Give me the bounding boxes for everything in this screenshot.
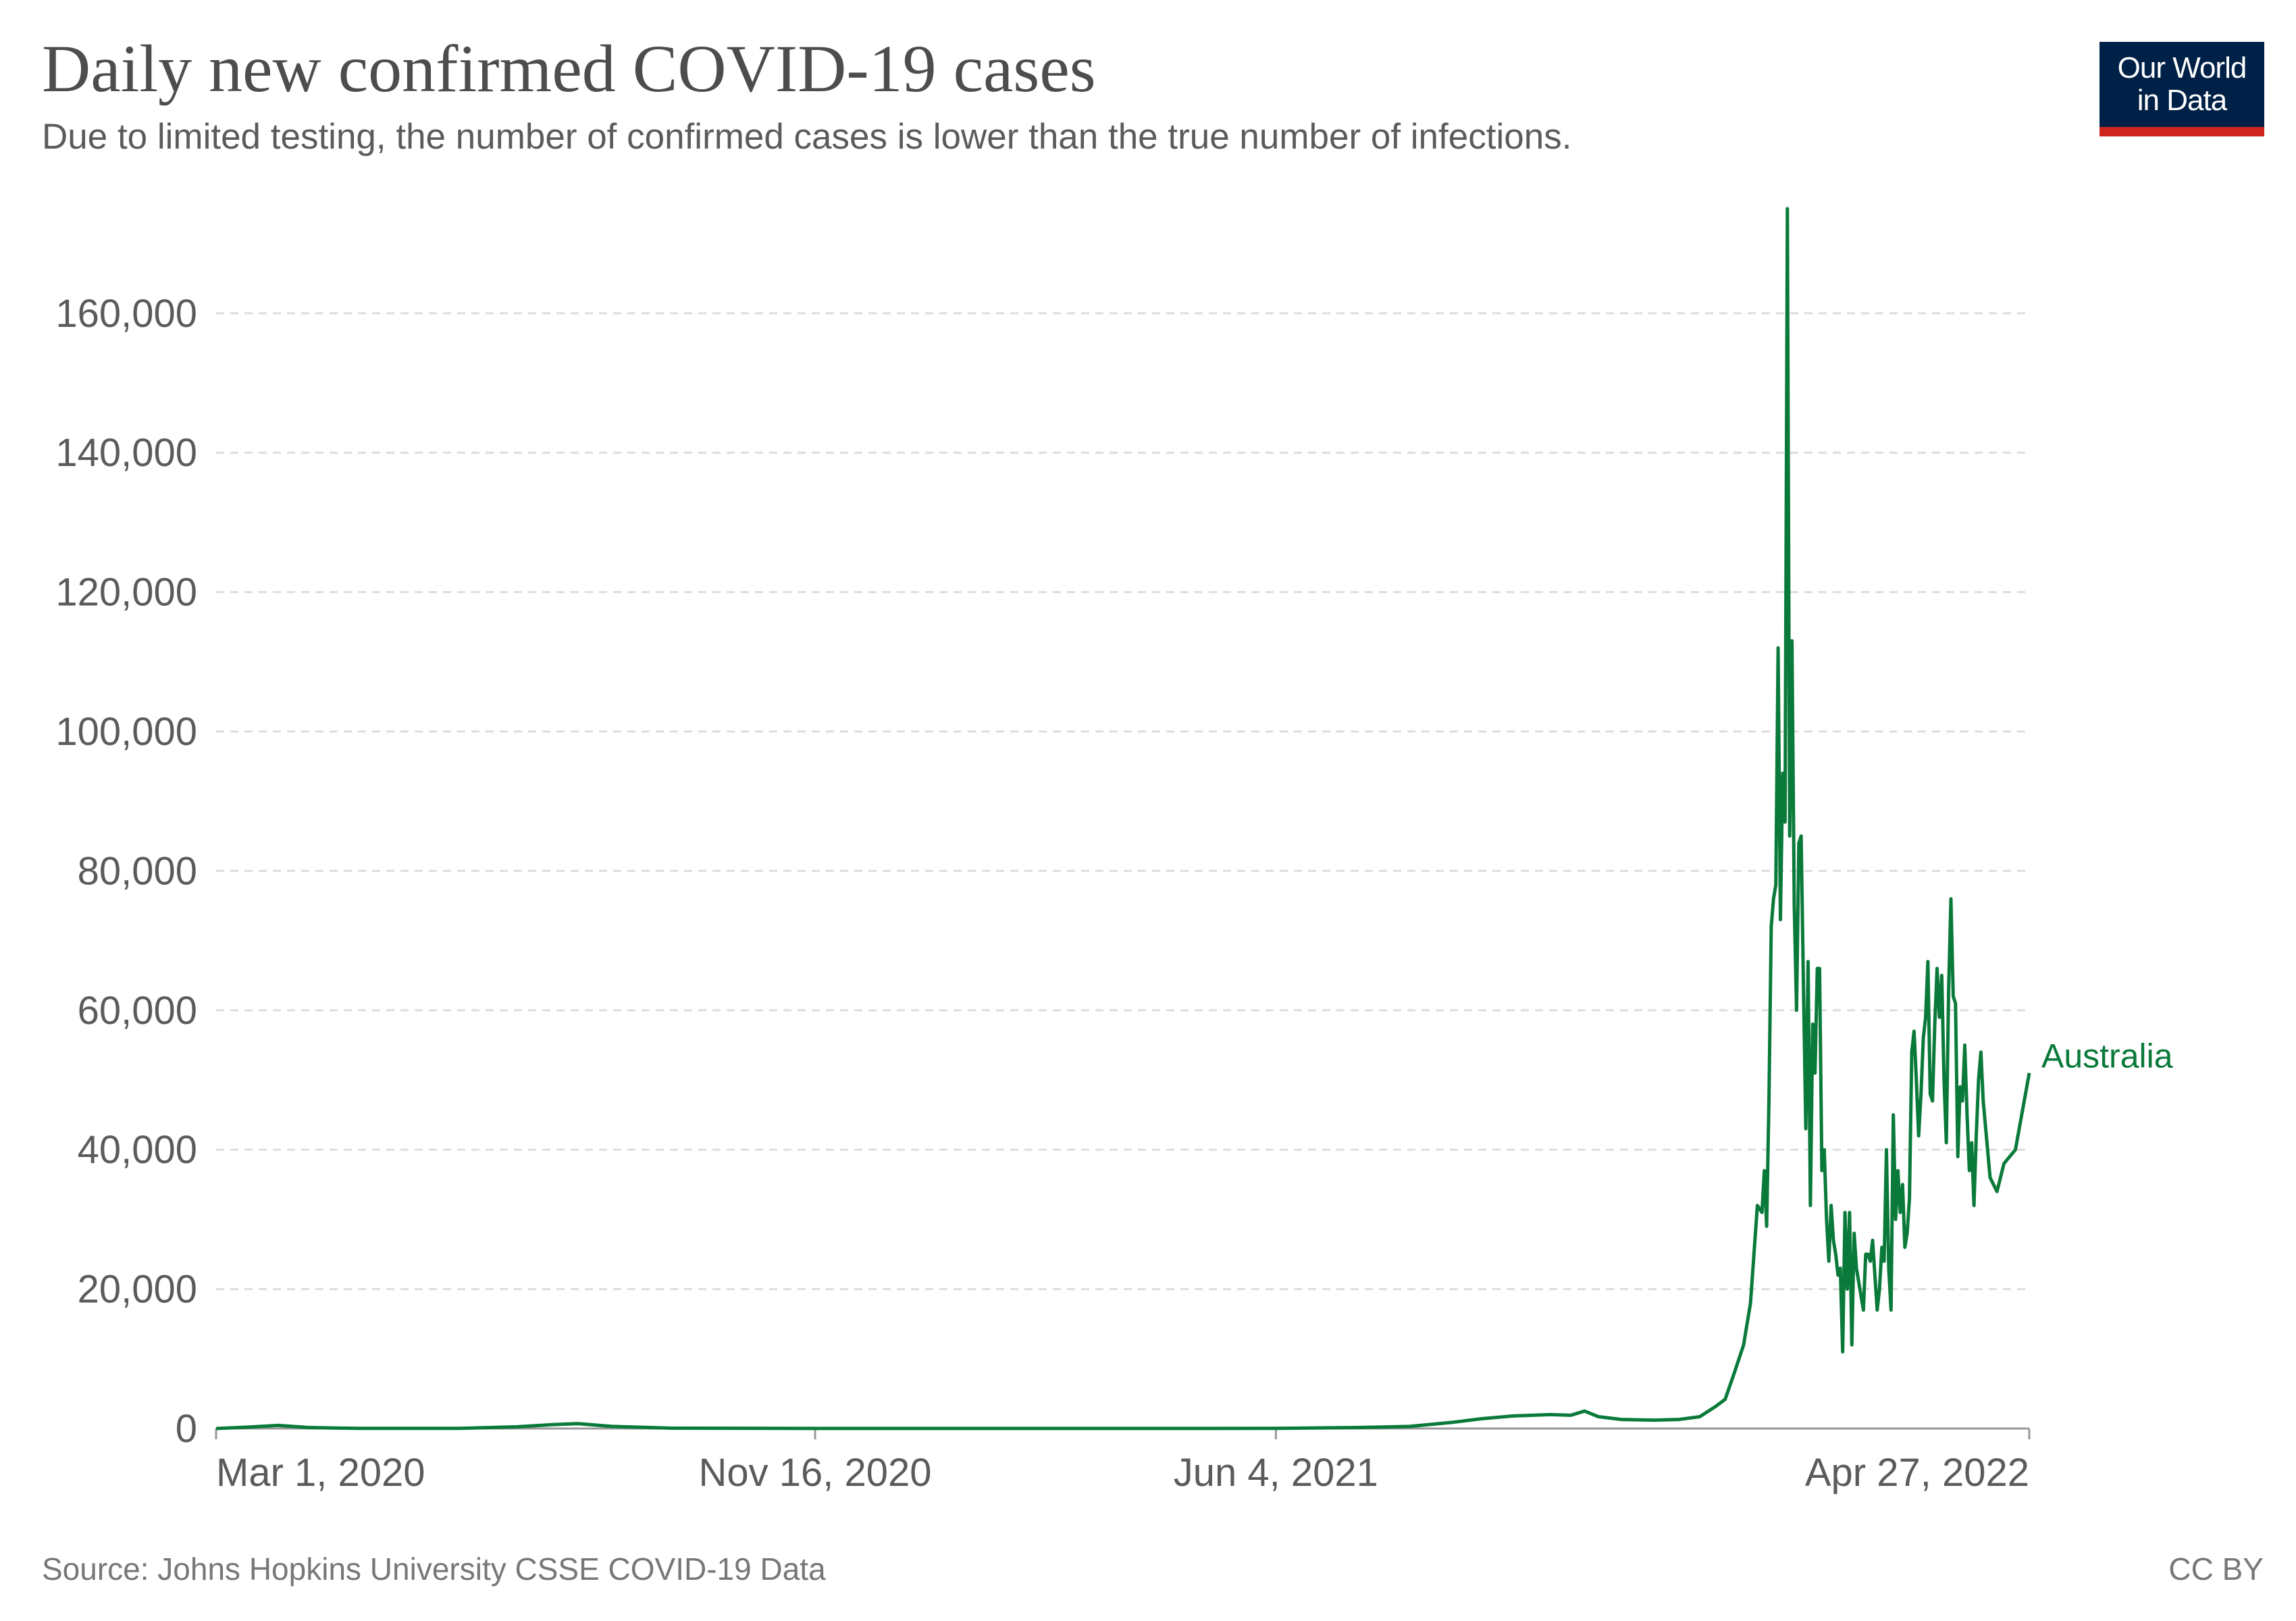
series-layer: Australia <box>215 207 2173 1431</box>
owid-logo[interactable]: Our World in Data <box>2099 42 2264 136</box>
logo-line-1: Our World <box>2117 51 2247 84</box>
y-gridlines <box>216 312 2029 1291</box>
x-tick-label: Mar 1, 2020 <box>216 1451 425 1495</box>
series-line-australia[interactable] <box>215 207 2031 1431</box>
license-link[interactable]: CC BY <box>2168 1551 2264 1587</box>
y-tick-label: 0 <box>176 1407 197 1451</box>
x-axis: Mar 1, 2020 Nov 16, 2020 Jun 4, 2021 Apr 27… <box>215 1427 2031 1495</box>
y-tick-label: 60,000 <box>78 989 197 1033</box>
y-axis-tick-labels: 0 20,000 40,000 60,000 80,000 100,000 120,000 1… <box>55 292 197 1451</box>
x-tick-label: Jun 4, 2021 <box>1174 1451 1378 1495</box>
chart-subtitle: Due to limited testing, the number of co… <box>42 117 1572 157</box>
logo-line-2: in Data <box>2137 84 2227 117</box>
source-note: Source: Johns Hopkins University CSSE CO… <box>42 1551 826 1587</box>
x-tick-label: Apr 27, 2022 <box>1805 1451 2029 1495</box>
y-tick-label: 20,000 <box>78 1268 197 1312</box>
y-tick-label: 40,000 <box>78 1128 197 1172</box>
series-label: Australia <box>2041 1037 2173 1075</box>
y-tick-label: 120,000 <box>55 571 197 615</box>
y-tick-label: 80,000 <box>78 849 197 893</box>
x-tick-label: Nov 16, 2020 <box>699 1451 932 1495</box>
y-tick-label: 140,000 <box>55 431 197 475</box>
y-tick-label: 160,000 <box>55 292 197 336</box>
chart-title: Daily new confirmed COVID-19 cases <box>42 31 1096 106</box>
y-tick-label: 100,000 <box>55 710 197 754</box>
